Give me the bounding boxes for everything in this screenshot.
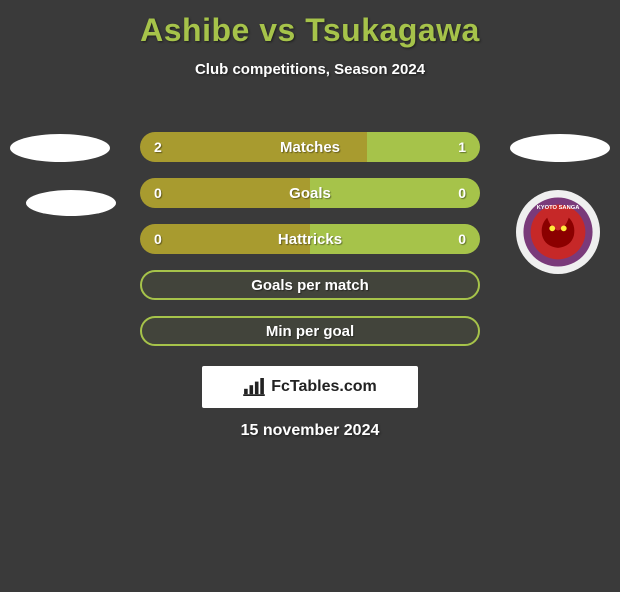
bar-mpg-left xyxy=(142,318,310,344)
club-badge: KYOTO SANGA xyxy=(516,190,600,274)
bar-gpm: Goals per match xyxy=(140,270,480,300)
fctables-text: FcTables.com xyxy=(271,378,377,396)
bar-hattricks-right: 0 xyxy=(310,224,480,254)
bar-matches: 2 1 Matches xyxy=(140,132,480,162)
bar-gpm-left xyxy=(142,272,310,298)
player-right-avatar-1 xyxy=(510,134,610,162)
fctables-watermark: FcTables.com xyxy=(202,366,418,408)
bar-hattricks: 0 0 Hattricks xyxy=(140,224,480,254)
bar-gpm-right xyxy=(310,272,478,298)
player-left-avatar-1 xyxy=(10,134,110,162)
bar-matches-left: 2 xyxy=(140,132,367,162)
subtitle: Club competitions, Season 2024 xyxy=(0,61,620,78)
date-text: 15 november 2024 xyxy=(0,422,620,440)
kyoto-sanga-icon: KYOTO SANGA xyxy=(522,196,594,268)
bar-goals-right: 0 xyxy=(310,178,480,208)
page-title: Ashibe vs Tsukagawa xyxy=(0,12,620,49)
player-left-avatar-2 xyxy=(26,190,116,216)
bar-mpg-right xyxy=(310,318,478,344)
bar-chart-icon xyxy=(243,378,265,396)
svg-text:KYOTO SANGA: KYOTO SANGA xyxy=(537,205,580,211)
comparison-bars: 2 1 Matches 0 0 Goals 0 0 Hattricks Goal… xyxy=(140,132,480,362)
bar-matches-right: 1 xyxy=(367,132,480,162)
bar-hattricks-left: 0 xyxy=(140,224,310,254)
bar-mpg: Min per goal xyxy=(140,316,480,346)
bar-goals: 0 0 Goals xyxy=(140,178,480,208)
bar-goals-left: 0 xyxy=(140,178,310,208)
